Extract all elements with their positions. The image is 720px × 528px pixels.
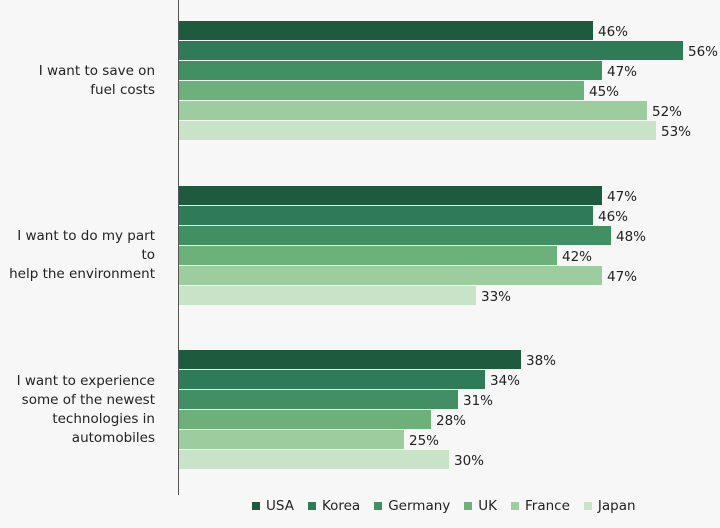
legend-item-uk: UK	[464, 498, 497, 514]
bar-uk-3	[179, 410, 431, 429]
legend-label: UK	[478, 498, 498, 514]
legend-label: Korea	[321, 498, 361, 514]
value-label-korea-3: 34%	[490, 373, 520, 389]
value-label-france-2: 47%	[607, 269, 637, 285]
bar-usa-3	[179, 350, 521, 369]
category-label-line: I want to do my part to	[17, 228, 155, 263]
value-label-uk-3: 28%	[436, 413, 466, 429]
legend-swatch	[464, 502, 473, 510]
value-label-usa-3: 38%	[526, 353, 556, 369]
category-label-2: I want to do my part to help the environm…	[0, 227, 155, 284]
value-label-japan-3: 30%	[454, 453, 484, 469]
legend-swatch	[511, 502, 520, 510]
value-label-uk-1: 45%	[589, 84, 619, 100]
bar-uk-2	[179, 246, 557, 265]
legend-swatch	[307, 502, 316, 510]
legend-item-france: France	[511, 498, 570, 514]
bar-usa-2	[179, 186, 602, 205]
legend-item-japan: Japan	[583, 498, 636, 514]
bar-korea-3	[179, 370, 485, 389]
value-label-france-3: 25%	[409, 433, 439, 449]
value-label-japan-2: 33%	[481, 289, 511, 305]
legend-label: USA	[266, 498, 294, 514]
value-label-uk-2: 42%	[562, 249, 592, 265]
bar-france-3	[179, 430, 404, 449]
value-label-germany-1: 47%	[607, 64, 637, 80]
bar-korea-1	[179, 41, 683, 60]
value-label-japan-1: 53%	[661, 124, 691, 140]
legend-label: Germany	[388, 498, 451, 514]
bar-france-1	[179, 101, 647, 120]
bar-usa-1	[179, 21, 593, 40]
bar-germany-3	[179, 390, 458, 409]
legend-swatch	[374, 502, 383, 510]
value-label-germany-2: 48%	[616, 229, 646, 245]
legend-swatch	[252, 502, 260, 510]
legend-item-germany: Germany	[374, 498, 450, 514]
category-label-3: I want to experience some of the newest te…	[0, 372, 155, 448]
legend-swatch	[583, 502, 592, 510]
bar-france-2	[179, 266, 602, 285]
category-label-line: some of the newest	[21, 392, 155, 408]
bar-japan-2	[179, 286, 476, 305]
bar-japan-1	[179, 121, 656, 140]
value-label-korea-1: 56%	[688, 44, 718, 60]
category-label-line: fuel costs	[90, 82, 155, 98]
bar-germany-1	[179, 61, 602, 80]
bar-uk-1	[179, 81, 584, 100]
value-label-germany-3: 31%	[463, 393, 493, 409]
category-label-line: help the environment	[9, 266, 155, 282]
legend-item-korea: Korea	[307, 498, 361, 514]
value-labels-group: 46% 56% 47% 45% 52% 53% 47% 46% 48% 42% 47% 33% 38% 3…	[409, 24, 718, 469]
value-label-france-1: 52%	[652, 104, 682, 120]
category-label-line: I want to experience	[16, 373, 155, 389]
legend: USA Korea Germany UK France Japan	[252, 498, 650, 514]
category-label-line: technologies in	[52, 411, 155, 427]
legend-label: France	[525, 498, 570, 514]
category-label-line: automobiles	[71, 430, 155, 446]
bar-germany-2	[179, 226, 611, 245]
value-label-usa-2: 47%	[607, 189, 637, 205]
bar-korea-2	[179, 206, 593, 225]
bar-japan-3	[179, 450, 449, 469]
legend-item-usa: USA	[252, 498, 294, 514]
value-label-korea-2: 46%	[598, 209, 628, 225]
category-label-1: I want to save on fuel costs	[0, 62, 155, 100]
value-label-usa-1: 46%	[598, 24, 628, 40]
bars-group	[179, 21, 683, 469]
legend-label: Japan	[597, 498, 636, 514]
category-label-line: I want to save on	[38, 63, 155, 79]
